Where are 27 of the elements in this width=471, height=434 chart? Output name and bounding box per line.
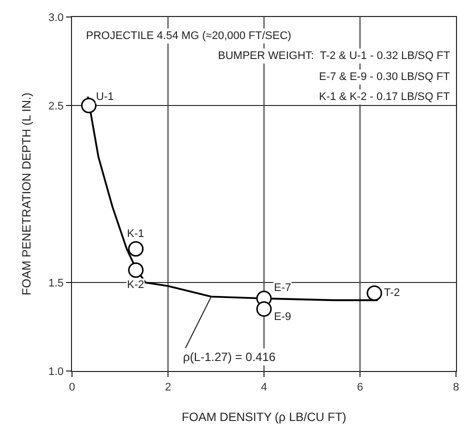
annotation: BUMPER WEIGHT: T-2 & U-1 - 0.32 LB/SQ FT <box>218 50 450 62</box>
annotation: E-7 <box>274 282 292 294</box>
y-tick-label: 2.5 <box>48 100 64 112</box>
point <box>128 241 144 257</box>
annotation: K-2 <box>127 279 144 291</box>
x-axis-title: FOAM DENSITY (ρ LB/CU FT) <box>182 410 346 424</box>
annotation: U-1 <box>96 91 114 103</box>
annotation: T-2 <box>384 287 400 299</box>
annotation: E-7 & E-9 - 0.30 LB/SQ FT <box>319 71 450 83</box>
y-tick-label: 1.5 <box>48 277 64 290</box>
point <box>256 301 272 317</box>
annotation: K-1 & K-2 - 0.17 LB/SQ FT <box>319 91 450 103</box>
x-tick-label: 6 <box>356 381 364 394</box>
y-tick-label: 1.0 <box>48 366 64 378</box>
annotation: K-1 <box>127 228 144 240</box>
point <box>81 98 97 114</box>
point <box>366 285 382 301</box>
annotation: E-9 <box>274 311 292 323</box>
y-axis-title: FOAM PENETRATION DEPTH (L IN.) <box>20 92 34 296</box>
x-tick-label: 2 <box>164 381 172 394</box>
point <box>128 262 144 278</box>
annotation: PROJECTILE 4.54 MG (≈20,000 FT/SEC) <box>86 30 292 42</box>
y-tick-label: 3.0 <box>48 12 64 24</box>
annotation: ρ(L-1.27) = 0.416 <box>183 350 276 364</box>
x-tick-label: 0 <box>68 381 76 394</box>
x-tick-label: 8 <box>452 381 460 394</box>
x-tick-label: 4 <box>260 381 268 394</box>
